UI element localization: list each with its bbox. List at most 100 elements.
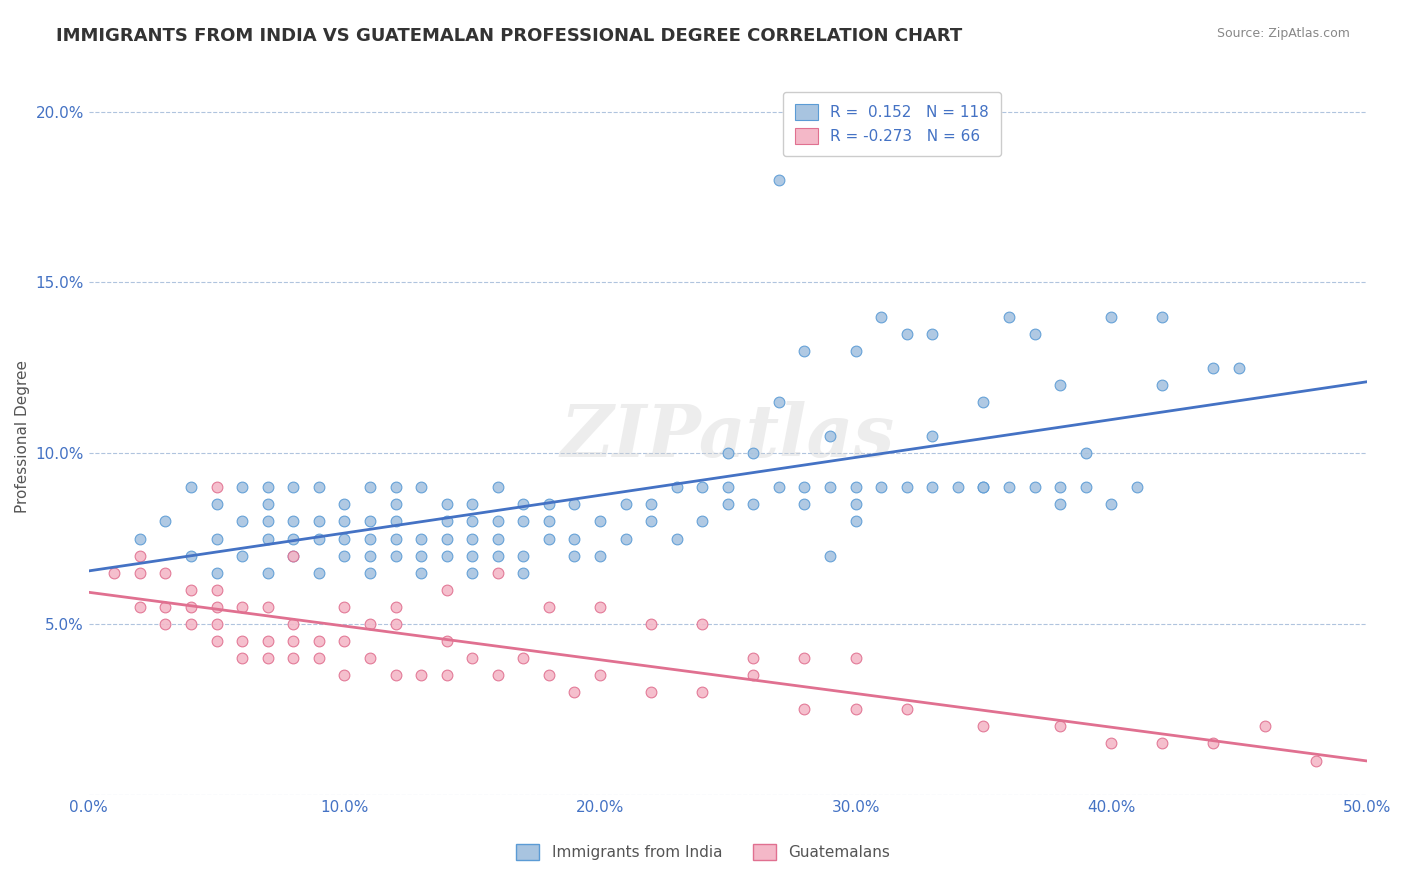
Point [614,532,637,546]
Point [384,532,406,546]
Point [409,532,432,546]
Point [972,480,994,494]
Point [436,515,458,529]
Point [283,549,305,563]
Point [256,566,278,580]
Point [359,480,381,494]
Point [768,395,790,409]
Point [180,616,202,631]
Point [308,634,330,648]
Point [205,634,228,648]
Point [1253,719,1275,733]
Point [129,566,152,580]
Point [589,549,612,563]
Point [589,515,612,529]
Point [205,532,228,546]
Point [512,566,534,580]
Point [231,651,253,665]
Point [537,532,560,546]
Point [283,515,305,529]
Point [742,651,765,665]
Point [665,480,688,494]
Point [793,702,815,716]
Point [845,515,868,529]
Point [205,582,228,597]
Point [896,326,918,341]
Point [845,343,868,358]
Point [461,566,484,580]
Point [921,480,943,494]
Point [308,566,330,580]
Point [1049,377,1071,392]
Point [690,685,713,699]
Point [384,515,406,529]
Point [231,515,253,529]
Point [998,480,1021,494]
Point [1024,480,1046,494]
Point [129,549,152,563]
Point [333,634,356,648]
Point [359,532,381,546]
Point [384,668,406,682]
Point [461,549,484,563]
Point [231,634,253,648]
Point [1099,310,1122,324]
Point [742,497,765,511]
Point [486,566,509,580]
Point [155,566,177,580]
Point [564,549,586,563]
Point [308,651,330,665]
Point [589,599,612,614]
Point [564,497,586,511]
Point [896,702,918,716]
Point [205,616,228,631]
Point [384,616,406,631]
Point [690,616,713,631]
Point [436,549,458,563]
Point [436,634,458,648]
Point [283,549,305,563]
Point [564,532,586,546]
Point [180,549,202,563]
Point [665,532,688,546]
Point [486,532,509,546]
Point [308,532,330,546]
Point [486,549,509,563]
Point [180,582,202,597]
Point [384,480,406,494]
Point [486,668,509,682]
Point [1049,497,1071,511]
Point [1152,310,1174,324]
Point [1152,377,1174,392]
Point [768,480,790,494]
Point [256,634,278,648]
Point [231,549,253,563]
Point [1024,326,1046,341]
Point [436,668,458,682]
Point [589,668,612,682]
Point [256,651,278,665]
Point [205,599,228,614]
Point [537,668,560,682]
Point [359,616,381,631]
Point [103,566,125,580]
Point [537,497,560,511]
Point [155,599,177,614]
Point [256,497,278,511]
Point [1099,736,1122,750]
Point [717,480,740,494]
Point [742,446,765,460]
Point [998,310,1021,324]
Text: ZIPatlas: ZIPatlas [561,401,894,472]
Point [231,599,253,614]
Point [256,480,278,494]
Point [1099,497,1122,511]
Point [205,480,228,494]
Point [180,599,202,614]
Point [690,480,713,494]
Point [461,532,484,546]
Point [717,446,740,460]
Point [1152,736,1174,750]
Point [1074,480,1097,494]
Point [614,497,637,511]
